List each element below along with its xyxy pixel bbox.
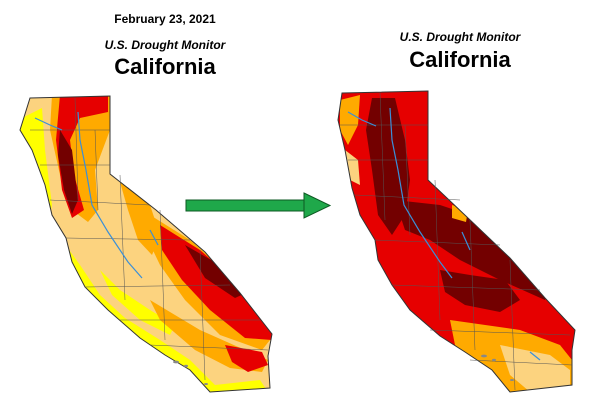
right-county-lines: [340, 92, 573, 391]
left-islands: [173, 360, 208, 385]
right-d4-south: [440, 270, 520, 312]
left-california-map: [19, 95, 273, 393]
left-d4-east: [185, 245, 248, 298]
left-map-date: February 23, 2021: [114, 12, 216, 26]
right-d4-central: [395, 200, 548, 300]
right-d1-south: [500, 345, 570, 392]
left-map-title: California: [114, 54, 216, 79]
arrow-right-icon: [185, 192, 332, 219]
left-d3-south: [225, 345, 268, 372]
right-map-subtitle: U.S. Drought Monitor: [399, 30, 521, 44]
right-d1-northwest: [345, 150, 360, 185]
right-map-title: California: [409, 47, 511, 72]
left-county-lines: [30, 97, 269, 381]
right-state-outline: [337, 90, 576, 393]
left-rivers: [34, 111, 159, 279]
right-d2-northwest: [340, 95, 360, 145]
left-d4-north: [58, 130, 78, 214]
right-california-map: [337, 90, 576, 393]
left-map-subtitle: U.S. Drought Monitor: [104, 38, 226, 52]
right-rivers: [347, 107, 541, 361]
right-islands: [481, 354, 514, 381]
left-d0-central-coast: [100, 270, 175, 335]
